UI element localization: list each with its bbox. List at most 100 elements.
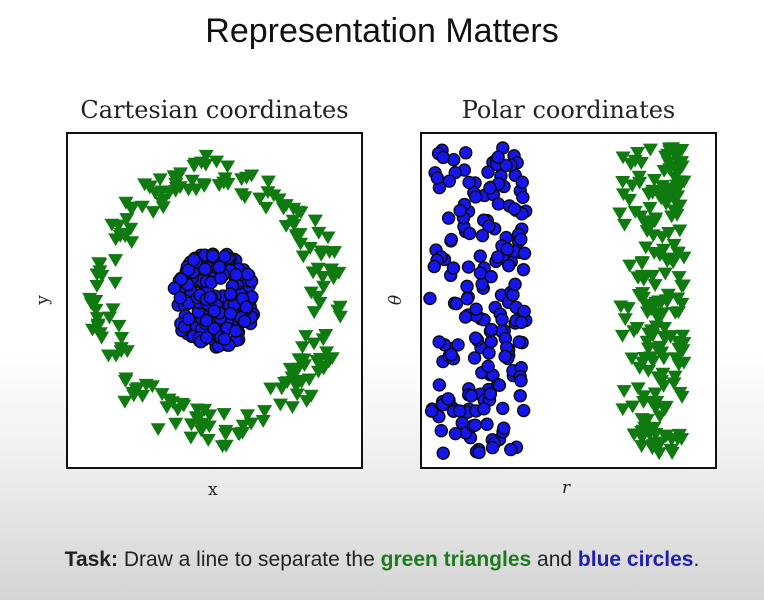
blue-circle-point <box>517 246 532 261</box>
green-triangle-point <box>670 292 686 306</box>
green-triangle-point <box>311 226 327 240</box>
green-triangle-point <box>217 172 233 186</box>
green-triangle-point <box>194 417 210 431</box>
blue-circle-point <box>453 203 467 218</box>
green-triangle-point <box>174 397 190 411</box>
blue-circle-point <box>468 418 482 432</box>
blue-circle-point <box>432 378 447 392</box>
green-triangle-point <box>322 246 338 259</box>
blue-circle-point <box>432 335 446 349</box>
blue-circle-point <box>517 304 531 319</box>
green-triangle-point <box>91 257 107 271</box>
green-triangle-point <box>167 172 183 185</box>
blue-circle-point <box>484 322 499 337</box>
green-triangle-point <box>612 207 628 221</box>
green-triangle-point <box>147 186 163 200</box>
green-triangle-point <box>125 201 141 215</box>
green-triangle-point <box>674 391 690 404</box>
green-triangle-point <box>90 318 106 332</box>
cartesian-chart-title: Cartesian coordinates <box>80 96 349 124</box>
blue-circle-point <box>206 249 220 263</box>
blue-circle-point <box>241 267 255 282</box>
green-triangle-point <box>626 428 642 442</box>
green-triangle-point <box>659 429 675 443</box>
green-triangle-point <box>617 313 633 326</box>
green-triangle-point <box>183 431 199 445</box>
blue-circle-point <box>475 228 490 243</box>
blue-circle-point <box>515 175 529 189</box>
green-triangle-point <box>305 266 321 280</box>
green-triangle-point <box>183 418 199 432</box>
blue-circle-point <box>472 445 486 460</box>
green-triangle-point <box>295 250 311 264</box>
blue-circle-point <box>461 260 476 274</box>
blue-circle-point <box>481 359 495 374</box>
green-triangle-point <box>124 236 140 250</box>
green-triangle-point <box>656 379 672 393</box>
green-triangle-point <box>643 351 659 365</box>
green-triangle-point <box>642 202 658 215</box>
green-triangle-point <box>117 375 134 388</box>
green-triangle-point <box>119 213 135 226</box>
green-triangle-point <box>83 297 99 311</box>
blue-circle-point <box>229 268 243 282</box>
blue-circle-point <box>239 300 254 314</box>
green-triangle-point <box>656 164 672 178</box>
green-triangle-point <box>661 142 677 156</box>
green-triangle-point <box>117 395 133 409</box>
blue-circle-point <box>469 190 483 204</box>
green-triangle-point <box>113 342 129 355</box>
blue-circle-point <box>496 401 510 416</box>
green-triangle-point <box>196 178 212 192</box>
green-triangle-point <box>635 424 651 438</box>
blue-circle-point <box>449 296 464 311</box>
blue-circle-point <box>167 281 182 295</box>
green-triangle-point <box>276 202 292 216</box>
green-triangle-point <box>239 409 255 423</box>
green-triangle-point <box>168 417 184 431</box>
green-triangle-point <box>263 382 279 396</box>
blue-circle-point <box>217 332 232 346</box>
green-triangle-point <box>319 346 335 360</box>
green-triangle-point <box>639 225 655 238</box>
green-triangle-point <box>198 149 214 163</box>
blue-circle-point <box>223 287 238 301</box>
polar-plot <box>420 132 717 469</box>
cartesian-x-axis-label: x <box>208 480 218 500</box>
green-triangle-point <box>292 228 308 241</box>
green-triangle-point <box>306 337 322 351</box>
green-triangle-point <box>306 306 322 319</box>
blue-circle-point <box>485 440 500 455</box>
blue-circle-point <box>451 338 465 352</box>
task-label: Task: <box>64 548 118 571</box>
cartesian-plot <box>66 132 363 469</box>
green-triangle-point <box>645 439 661 452</box>
green-triangle-point <box>658 400 674 414</box>
blue-circle-point <box>513 389 527 403</box>
green-triangle-point <box>255 415 271 428</box>
green-triangle-point <box>634 256 650 269</box>
green-triangle-point <box>216 408 232 421</box>
blue-circle-point <box>480 417 494 431</box>
blue-circle-point <box>174 272 188 286</box>
green-triangle-point <box>659 255 675 268</box>
green-triangle-point <box>307 214 323 228</box>
blue-circle-point <box>436 150 450 165</box>
green-triangle-point <box>152 173 168 187</box>
green-triangle-point <box>234 188 250 202</box>
blue-circle-point <box>441 392 455 406</box>
green-triangle-point <box>324 263 340 277</box>
green-triangle-point <box>640 342 656 356</box>
green-triangle-point <box>672 224 688 238</box>
blue-circle-point <box>467 351 482 365</box>
green-triangle-point <box>289 388 305 402</box>
green-triangle-point <box>638 241 654 255</box>
green-triangle-point <box>664 210 680 224</box>
blue-circle-point <box>495 312 509 327</box>
task-text-before: Draw a line to separate the <box>117 548 381 571</box>
blue-circle-point <box>442 174 456 188</box>
blue-circle-point <box>516 190 530 205</box>
green-triangle-point <box>272 398 288 412</box>
green-triangle-point <box>664 447 680 460</box>
green-triangle-point <box>330 304 346 318</box>
